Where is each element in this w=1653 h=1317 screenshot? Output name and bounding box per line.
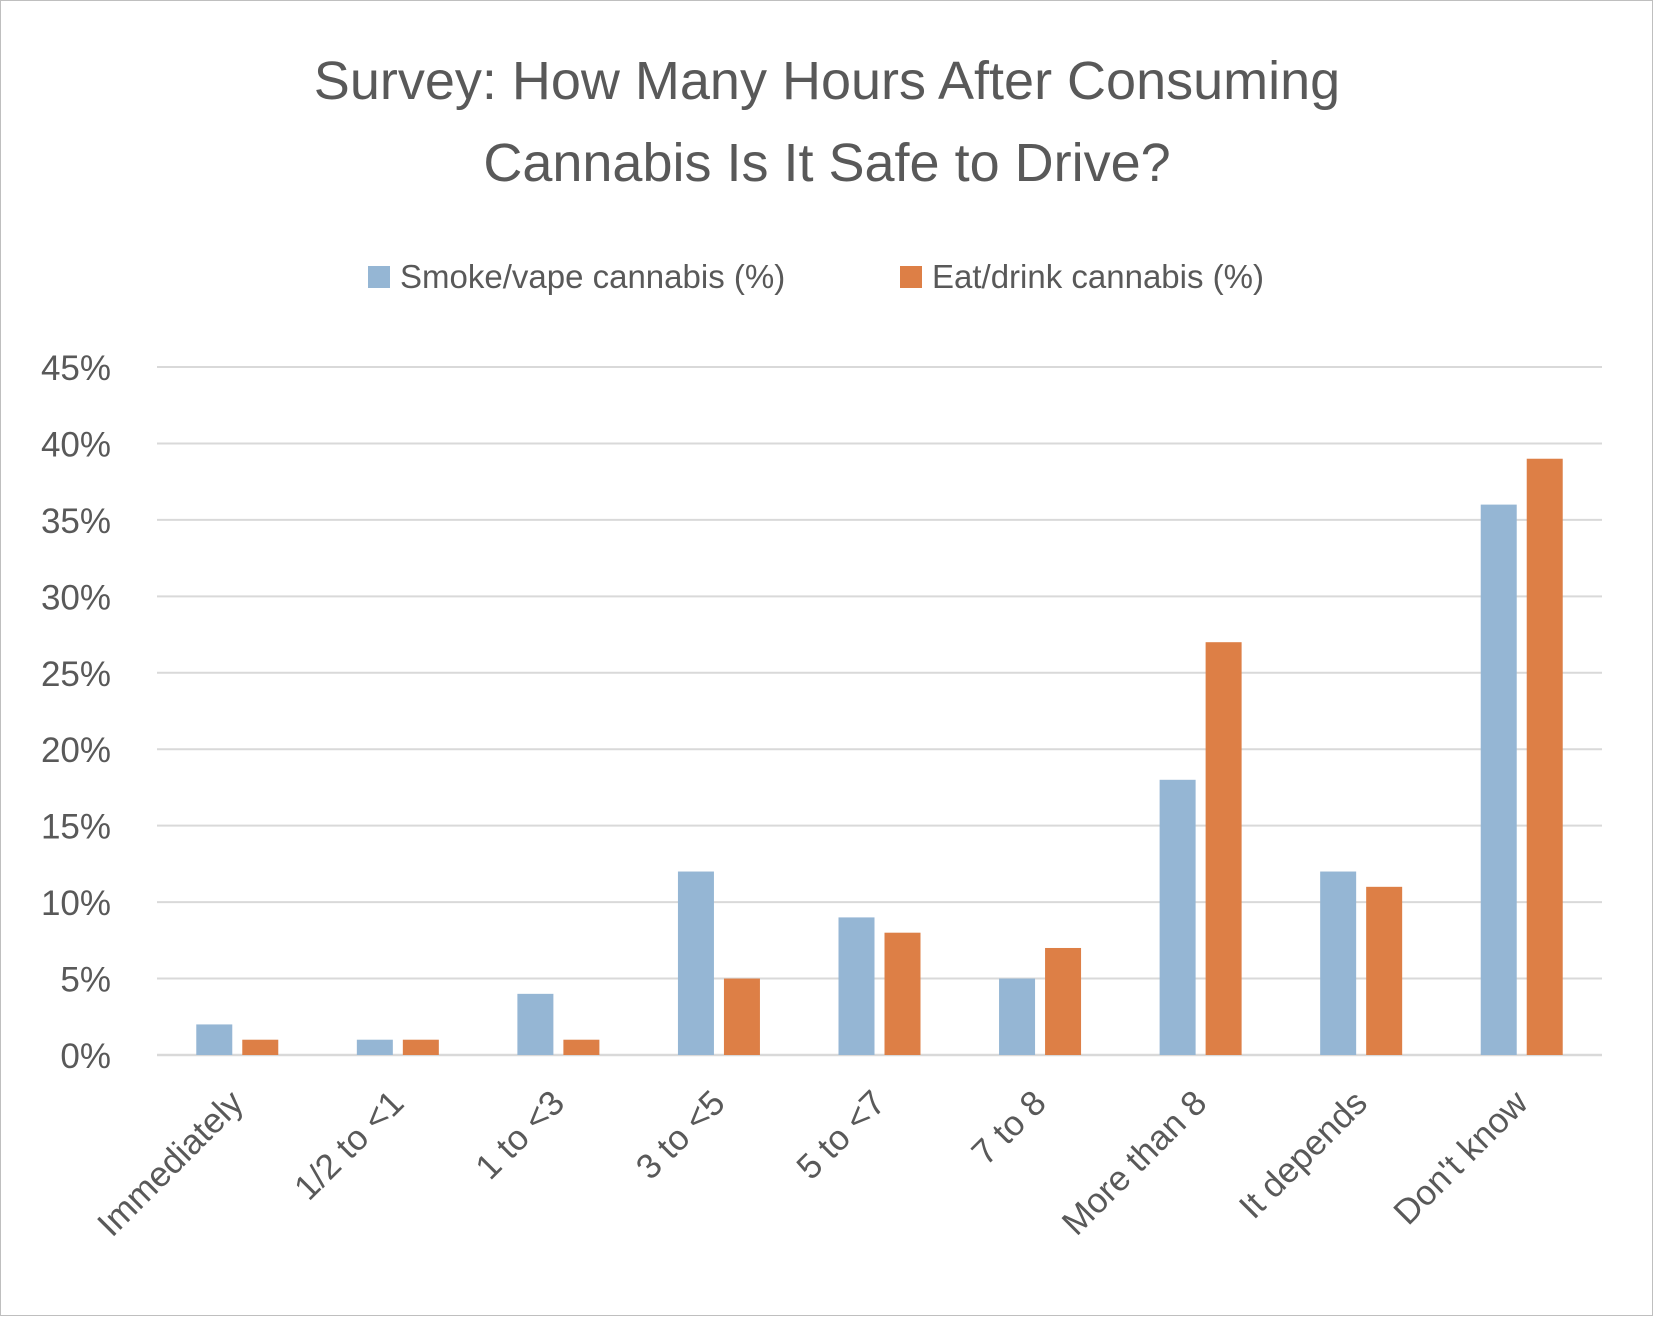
bar-eat-drink <box>723 978 760 1055</box>
bar-eat-drink <box>1205 642 1242 1055</box>
x-category-label: 1/2 to <1 <box>287 1083 412 1208</box>
bar-smoke-vape <box>196 1024 233 1055</box>
bar-eat-drink <box>1526 458 1563 1055</box>
bar-smoke-vape <box>677 871 714 1055</box>
x-category-label: 5 to <7 <box>789 1083 893 1187</box>
bar-eat-drink <box>1366 886 1403 1055</box>
chart-title-line-2: Cannabis Is It Safe to Drive? <box>483 133 1170 193</box>
y-tick-label: 20% <box>41 731 111 770</box>
chart-title-line-1: Survey: How Many Hours After Consuming <box>314 51 1340 111</box>
y-tick-label: 10% <box>41 884 111 923</box>
x-category-label: 1 to <3 <box>468 1083 572 1187</box>
bar-smoke-vape <box>356 1039 393 1055</box>
legend-label-smoke-vape: Smoke/vape cannabis (%) <box>400 258 785 295</box>
bar-eat-drink <box>884 932 921 1055</box>
bar-eat-drink <box>242 1039 279 1055</box>
x-category-label: 7 to 8 <box>964 1083 1054 1173</box>
y-tick-label: 25% <box>41 655 111 694</box>
bar-eat-drink <box>1045 947 1082 1055</box>
bar-smoke-vape <box>838 917 875 1055</box>
x-category-label: 3 to <5 <box>629 1083 733 1187</box>
y-tick-label: 5% <box>60 961 111 1000</box>
x-category-label: Immediately <box>90 1083 251 1244</box>
bar-smoke-vape <box>1320 871 1357 1055</box>
x-category-label: More than 8 <box>1055 1083 1215 1243</box>
y-axis-tick-labels: 0% 5% 10% 15% 20% 25% 30% 35% 40% 45% <box>41 349 111 1076</box>
bar-eat-drink <box>563 1039 600 1055</box>
legend: Smoke/vape cannabis (%) Eat/drink cannab… <box>368 258 1264 295</box>
bar-smoke-vape <box>999 978 1036 1055</box>
y-tick-label: 0% <box>60 1037 111 1076</box>
bar-smoke-vape <box>517 993 554 1055</box>
bar-smoke-vape <box>1159 779 1196 1055</box>
x-category-label: Don't know <box>1386 1083 1536 1233</box>
legend-label-eat-drink: Eat/drink cannabis (%) <box>932 258 1264 295</box>
legend-swatch-eat-drink <box>900 266 922 288</box>
y-tick-label: 35% <box>41 502 111 541</box>
gridlines <box>157 366 1602 1057</box>
y-tick-label: 15% <box>41 808 111 847</box>
x-axis-category-labels: Immediately 1/2 to <1 1 to <3 3 to <5 5 to <… <box>90 1083 1536 1244</box>
y-tick-label: 45% <box>41 349 111 388</box>
bar-eat-drink <box>402 1039 439 1055</box>
bars <box>196 458 1563 1056</box>
y-tick-label: 30% <box>41 578 111 617</box>
y-tick-label: 40% <box>41 425 111 464</box>
bar-smoke-vape <box>1480 504 1517 1056</box>
x-category-label: It depends <box>1232 1083 1375 1226</box>
legend-swatch-smoke-vape <box>368 266 390 288</box>
